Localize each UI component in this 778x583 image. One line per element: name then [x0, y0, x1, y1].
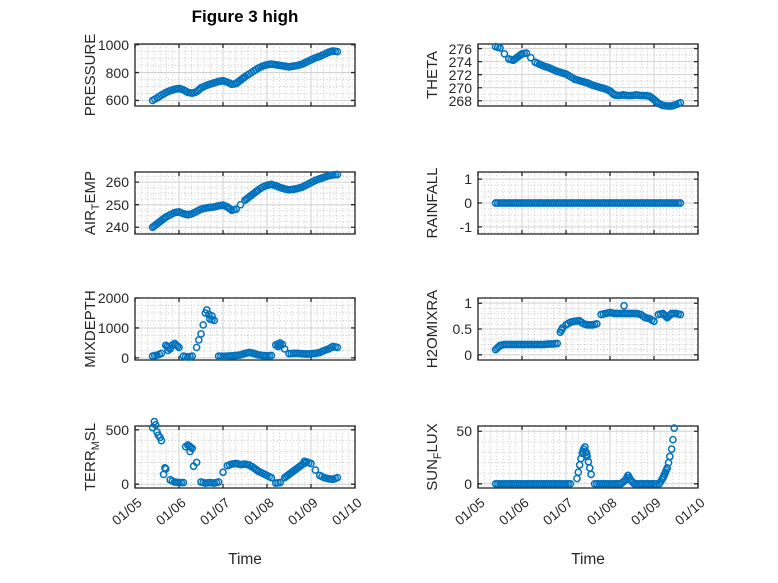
figure-title: Figure 3 high	[191, 7, 299, 26]
plot-canvas-terr_msl	[123, 414, 367, 500]
y-tick-label: 0	[121, 349, 129, 366]
y-tick-label: 272	[448, 66, 472, 83]
y-tick-label: 1000	[97, 36, 129, 53]
plot-canvas-h2omixra	[466, 286, 710, 372]
x-axis-label-time-right: Time	[571, 551, 605, 568]
y-tick-label: 500	[105, 421, 129, 438]
x-tick-label: 01/06	[496, 495, 532, 529]
y-tick-label: 250	[105, 196, 129, 213]
plot-canvas-pressure	[123, 32, 367, 118]
y-tick-label: 50	[456, 423, 472, 440]
y-tick-label: 0	[464, 195, 472, 211]
y-tick-label: 274	[448, 53, 472, 70]
y-tick-label: 260	[105, 174, 129, 191]
x-tick-label: 01/06	[153, 495, 189, 529]
y-tick-label: 1	[464, 295, 472, 312]
y-tick-label: 240	[105, 219, 129, 236]
x-tick-label: 01/05	[109, 495, 145, 529]
y-tick-label: 0	[464, 475, 472, 492]
y-tick-label: 600	[105, 92, 129, 109]
x-tick-label: 01/05	[452, 495, 488, 529]
y-tick-label: 2000	[97, 290, 129, 306]
x-tick-label: 01/10	[672, 495, 708, 529]
y-tick-label: 276	[448, 40, 472, 57]
plot-canvas-air_temp	[123, 160, 367, 246]
y-tick-label: -1	[459, 218, 472, 235]
y-axis-label-sun-flux: SUNFLUX	[422, 377, 444, 537]
x-tick-label: 01/07	[540, 495, 576, 529]
y-tick-label: 0	[464, 346, 472, 363]
y-axis-label-subscript: F	[432, 452, 444, 460]
x-tick-label: 01/09	[285, 495, 321, 529]
x-tick-label: 01/08	[584, 495, 620, 529]
y-tick-label: 270	[448, 79, 472, 96]
plot-canvas-sun_flux	[466, 414, 710, 500]
y-tick-label: 0.5	[452, 321, 472, 337]
x-axis-label-time-left: Time	[228, 551, 262, 568]
y-tick-label: 268	[448, 92, 472, 109]
y-axis-label-subscript: M	[90, 441, 102, 451]
plot-canvas-theta	[466, 32, 710, 118]
y-tick-label: 1	[464, 171, 472, 188]
y-axis-label-terr-msl: TERRMSL	[80, 377, 102, 537]
y-tick-label: 0	[121, 476, 129, 493]
y-tick-label: 1000	[97, 319, 129, 336]
plot-canvas-mixdepth	[123, 286, 367, 372]
x-tick-label: 01/07	[197, 495, 233, 529]
x-tick-label: 01/08	[241, 495, 277, 529]
x-tick-label: 01/10	[329, 495, 365, 529]
plot-canvas-rainfall	[466, 160, 710, 246]
y-tick-label: 800	[105, 64, 129, 81]
x-tick-label: 01/09	[628, 495, 664, 529]
